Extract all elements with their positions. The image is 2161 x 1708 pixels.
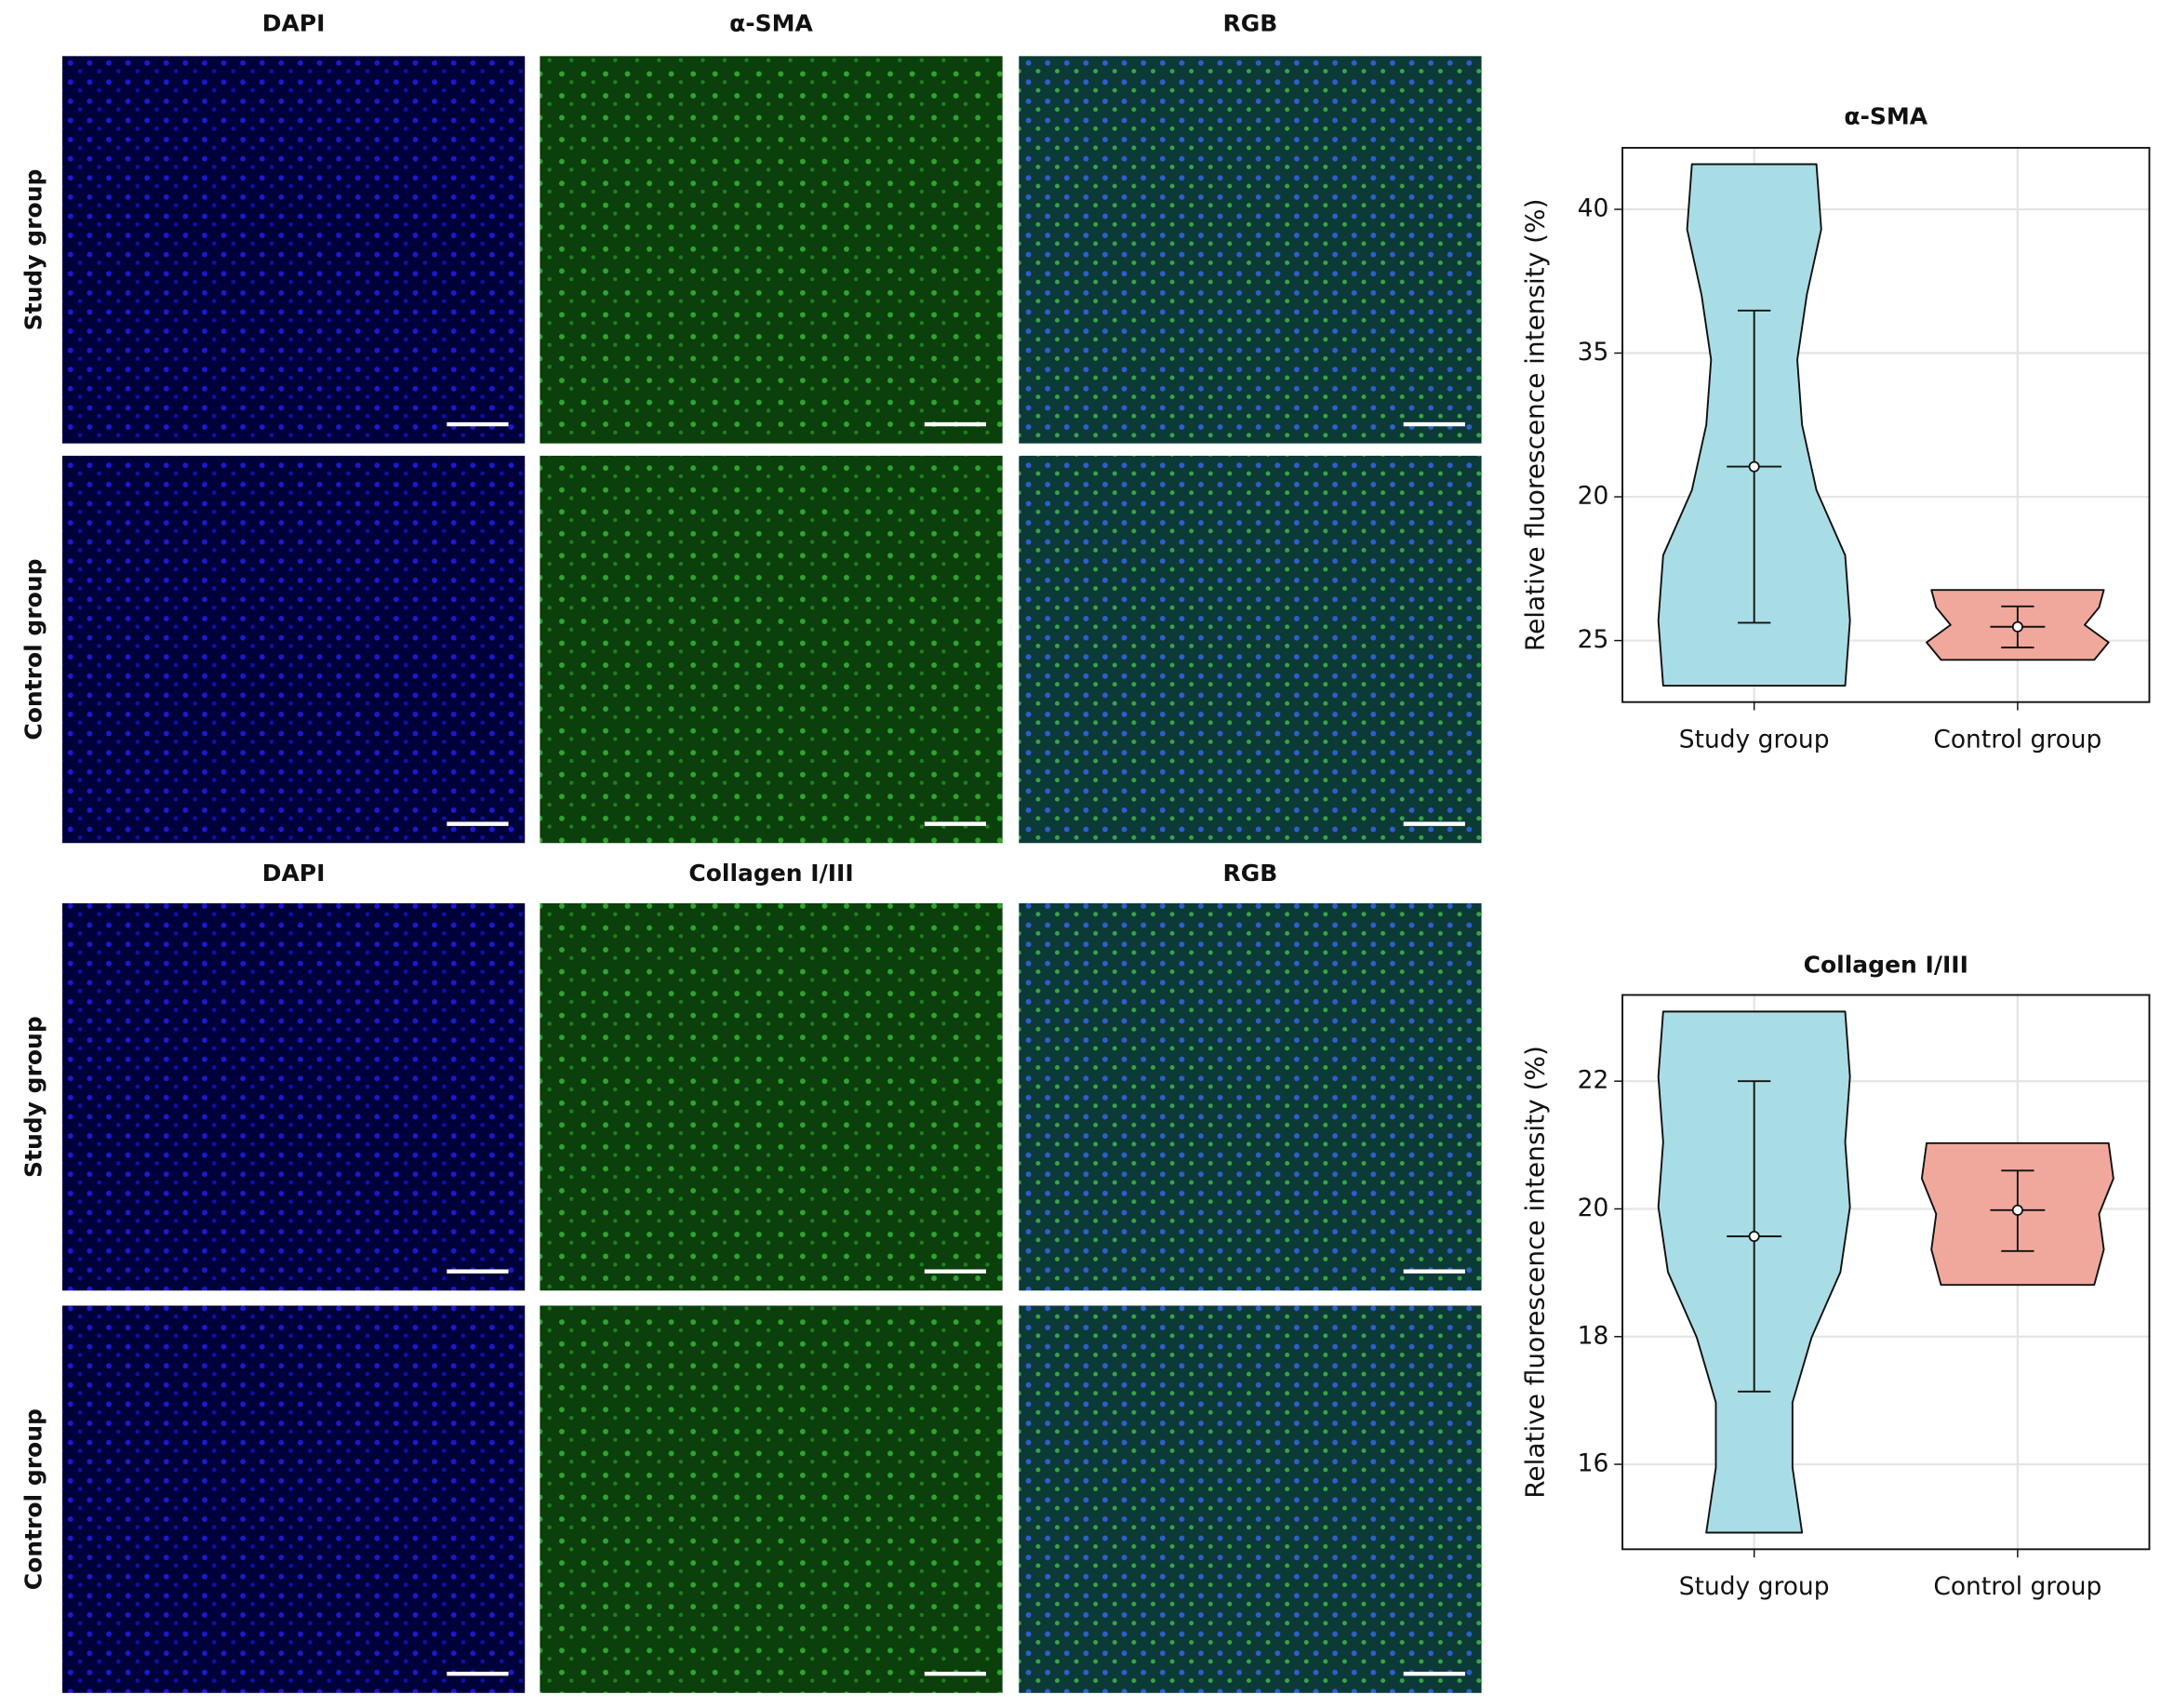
x-tick-label: Study group [1679, 725, 1830, 754]
y-axis-label: Relative fluorescence intensity (%) [1519, 198, 1550, 651]
column-header: RGB [1223, 860, 1278, 887]
column-header: Collagen I/III [688, 860, 853, 887]
mean-point [2011, 620, 2023, 633]
mean-point [1748, 460, 1760, 473]
x-tick-label: Study group [1679, 1572, 1830, 1601]
micrograph [61, 1305, 526, 1693]
micrograph [1019, 455, 1482, 844]
y-tick-label: 40 [1578, 194, 1609, 223]
y-tick-label: 16 [1578, 1449, 1609, 1478]
micrograph [540, 455, 1003, 844]
column-header: DAPI [262, 9, 326, 36]
row-label: Study group [20, 1016, 47, 1178]
micrograph [1019, 1305, 1482, 1693]
y-tick-label: 20 [1578, 482, 1609, 511]
row-label: Study group [20, 169, 47, 331]
column-header: RGB [1223, 9, 1278, 36]
y-tick-label: 20 [1578, 1194, 1609, 1222]
micrograph [540, 902, 1003, 1291]
micrograph [1019, 902, 1482, 1291]
micrograph [540, 1305, 1003, 1693]
micrograph [61, 455, 526, 844]
micrograph [61, 56, 526, 444]
row-label: Control group [20, 558, 47, 740]
chart-title: α-SMA [1844, 103, 1928, 130]
y-tick-label: 22 [1578, 1066, 1609, 1095]
micrograph [61, 902, 526, 1291]
chart-title: Collagen I/III [1804, 952, 1968, 979]
column-header: DAPI [262, 860, 326, 887]
column-header: α-SMA [729, 9, 813, 36]
row-label: Control group [20, 1408, 47, 1590]
y-tick-label: 25 [1578, 625, 1609, 654]
plot-frame [1621, 994, 2151, 1551]
y-tick-label: 35 [1578, 338, 1609, 367]
mean-point [1748, 1230, 1760, 1243]
micrograph [540, 56, 1003, 444]
x-tick-label: Control group [1933, 725, 2101, 754]
y-axis-label: Relative fluorescence intensity (%) [1519, 1046, 1550, 1499]
plot-frame [1621, 146, 2151, 703]
micrograph [1019, 56, 1482, 444]
x-tick-label: Control group [1933, 1572, 2101, 1601]
mean-point [2011, 1204, 2023, 1216]
y-tick-label: 18 [1578, 1321, 1609, 1350]
